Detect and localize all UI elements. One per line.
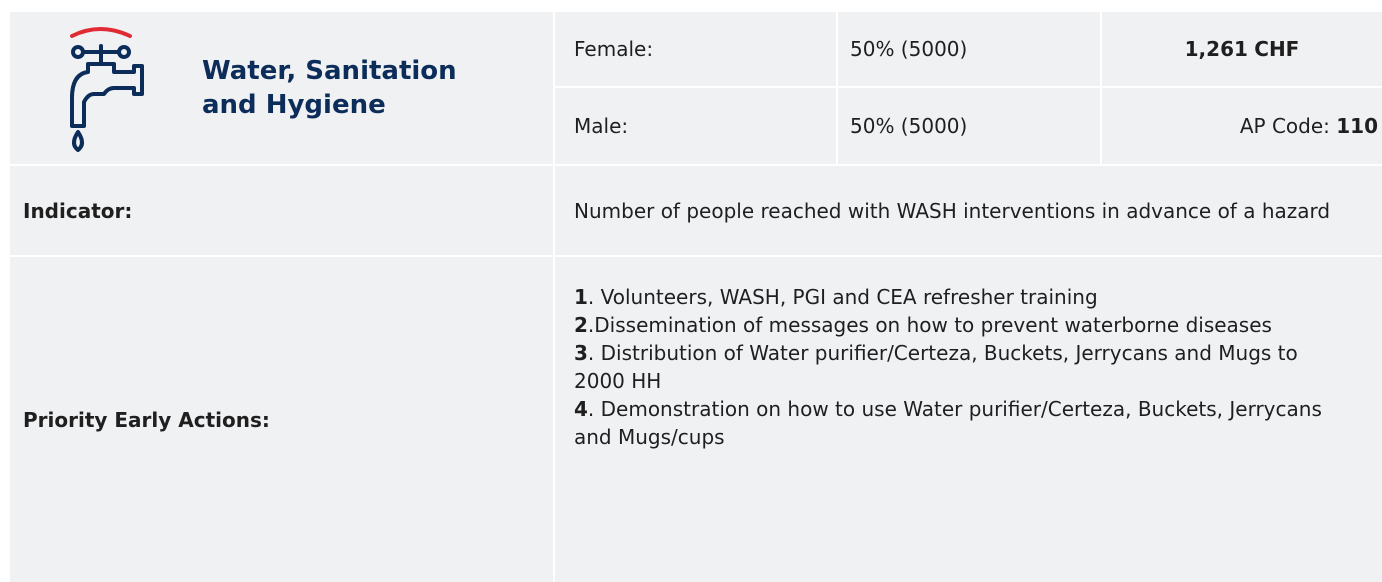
text: Number of people reached with WASH inter… — [574, 198, 1331, 223]
action-number: 2 — [574, 313, 588, 337]
action-text: . Demonstration on how to use Water puri… — [574, 397, 1322, 449]
action-item: 3. Distribution of Water purifier/Certez… — [574, 339, 1352, 395]
action-text: . Distribution of Water purifier/Certeza… — [574, 341, 1298, 393]
female-label: Female: — [555, 12, 836, 86]
indicator-text: Number of people reached with WASH inter… — [555, 166, 1382, 255]
text: 50% (5000) — [850, 114, 968, 138]
actions-label: Priority Early Actions: — [10, 257, 553, 582]
action-item: 2.Dissemination of messages on how to pr… — [574, 311, 1352, 339]
text: Female: — [574, 37, 654, 61]
action-text: .Dissemination of messages on how to pre… — [587, 313, 1272, 337]
header-cell: Water, Sanitation and Hygiene — [10, 12, 553, 164]
female-share: 50% (5000) — [838, 12, 1100, 86]
amount: 1,261 — [1184, 37, 1248, 61]
male-share: 50% (5000) — [838, 88, 1100, 164]
code: 110 — [1336, 114, 1378, 138]
text: Indicator: — [23, 198, 133, 223]
text: Male: — [574, 114, 629, 138]
action-text: . Volunteers, WASH, PGI and CEA refreshe… — [587, 285, 1098, 309]
action-number: 3 — [574, 341, 588, 365]
section-title: Water, Sanitation and Hygiene — [202, 56, 457, 120]
code-label: AP Code: — [1239, 114, 1330, 138]
indicator-label: Indicator: — [10, 166, 553, 255]
text: Priority Early Actions: — [23, 407, 270, 432]
text: 50% (5000) — [850, 37, 968, 61]
actions-list: 1. Volunteers, WASH, PGI and CEA refresh… — [555, 257, 1382, 582]
action-number: 1 — [574, 285, 588, 309]
action-item: 4. Demonstration on how to use Water pur… — [574, 395, 1352, 451]
amount-cell: 1,261 CHF — [1102, 12, 1382, 86]
tap-icon — [70, 27, 144, 152]
code-cell: AP Code: 110 — [1102, 88, 1382, 164]
male-label: Male: — [555, 88, 836, 164]
currency: CHF — [1254, 37, 1300, 61]
action-number: 4 — [574, 397, 588, 421]
action-item: 1. Volunteers, WASH, PGI and CEA refresh… — [574, 283, 1352, 311]
